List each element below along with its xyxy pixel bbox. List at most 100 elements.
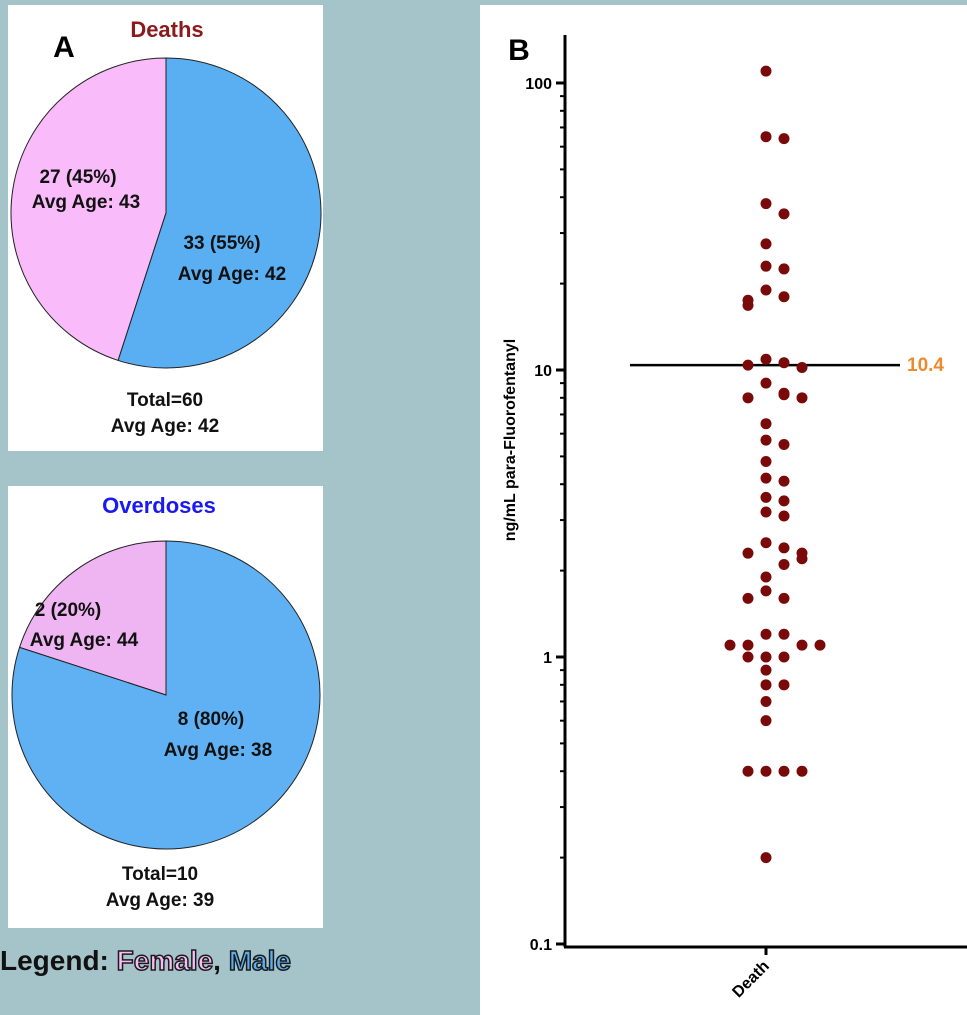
data-point [778, 475, 790, 487]
data-point [760, 664, 772, 676]
legend-prefix: Legend: [0, 945, 117, 976]
data-point [778, 542, 790, 554]
data-point [760, 472, 772, 484]
deaths-female-count: 27 (45%) [39, 167, 116, 188]
data-point [760, 765, 772, 777]
data-point [778, 592, 790, 604]
data-point [778, 651, 790, 663]
data-point [760, 455, 772, 467]
data-point [760, 418, 772, 430]
data-point [742, 592, 754, 604]
x-category-label: Death [729, 958, 772, 1001]
data-point [760, 353, 772, 365]
data-point [778, 628, 790, 640]
data-point [742, 765, 754, 777]
data-point [796, 392, 808, 404]
data-point [724, 639, 736, 651]
data-point [760, 679, 772, 691]
data-point [742, 651, 754, 663]
overdoses-female-count: 2 (20%) [35, 600, 102, 621]
data-point [796, 765, 808, 777]
data-point [778, 291, 790, 303]
data-point [760, 651, 772, 663]
overdoses-female-avg-age: Avg Age: 44 [30, 630, 139, 651]
overdoses-pie [11, 540, 321, 850]
data-point [778, 679, 790, 691]
pie-slice-male [117, 57, 322, 369]
data-point [796, 553, 808, 565]
pie-slice-female [10, 57, 167, 362]
deaths-pie-panel: A Deaths 27 (45%) Avg Age: 43 33 (55%) A… [8, 5, 323, 451]
data-point [778, 263, 790, 275]
data-point [796, 362, 808, 374]
y-axis-ticks: 0.1 1 10 100 [525, 76, 565, 954]
data-point [760, 377, 772, 389]
data-point [760, 434, 772, 446]
overdoses-title: Overdoses [102, 493, 216, 518]
overdoses-male-avg-age: Avg Age: 38 [164, 740, 272, 761]
legend: Legend: Female, Male [0, 944, 292, 977]
data-point [760, 506, 772, 518]
data-point [760, 198, 772, 210]
y-axis-title: ng/mL para-Fluorofentanyl [502, 339, 519, 541]
overdoses-total: Total=10 [122, 864, 198, 885]
data-point [778, 133, 790, 145]
data-point [760, 260, 772, 272]
deaths-avg-age: Avg Age: 42 [111, 416, 219, 437]
reference-line-label: 10.4 [907, 355, 944, 376]
data-point [778, 510, 790, 522]
data-point [760, 65, 772, 77]
data-point [760, 131, 772, 143]
data-point [760, 628, 772, 640]
data-point [760, 852, 772, 864]
data-point [760, 695, 772, 707]
deaths-total: Total=60 [127, 390, 203, 411]
deaths-female-avg-age: Avg Age: 43 [32, 192, 140, 213]
legend-male: Male [228, 944, 292, 977]
data-point [778, 389, 790, 401]
data-point [760, 284, 772, 296]
x-axis-categories: Death [729, 947, 773, 1001]
data-point [778, 357, 790, 369]
data-point [742, 639, 754, 651]
overdoses-male-count: 8 (80%) [178, 709, 245, 730]
data-point [742, 359, 754, 371]
deaths-title: Deaths [130, 17, 203, 42]
deaths-male-count: 33 (55%) [183, 233, 260, 254]
pie-slice-female [18, 540, 167, 696]
y-tick-label: 100 [525, 76, 552, 93]
y-tick-label: 10 [534, 363, 552, 380]
data-point [796, 639, 808, 651]
data-point [778, 559, 790, 571]
deaths-pie [10, 57, 322, 369]
data-point [760, 585, 772, 597]
deaths-male-avg-age: Avg Age: 42 [178, 264, 286, 285]
panel-label-b: B [508, 34, 530, 67]
data-point [778, 495, 790, 507]
data-point [760, 491, 772, 503]
concentration-scatter-panel: B ng/mL para-Fluorofentanyl 0.1 1 10 100 10… [480, 5, 967, 1015]
data-point [742, 547, 754, 559]
reference-line-group: 10.4 [630, 355, 944, 376]
panel-label-a: A [53, 31, 75, 64]
y-tick-label: 1 [543, 650, 552, 667]
data-point [760, 537, 772, 549]
data-point [760, 715, 772, 727]
legend-separator: , [213, 945, 229, 976]
overdoses-pie-chart: Overdoses 2 (20%) Avg Age: 44 8 (80%) Av… [11, 493, 321, 911]
overdoses-avg-age: Avg Age: 39 [106, 890, 214, 911]
data-point [778, 208, 790, 220]
pie-slice-male [11, 540, 321, 850]
deaths-pie-chart: A Deaths 27 (45%) Avg Age: 43 33 (55%) A… [10, 17, 322, 437]
data-points [724, 65, 826, 864]
data-point [760, 238, 772, 250]
overdoses-pie-panel: Overdoses 2 (20%) Avg Age: 44 8 (80%) Av… [8, 486, 323, 928]
data-point [742, 392, 754, 404]
data-point [760, 571, 772, 583]
y-tick-label: 0.1 [530, 937, 552, 954]
data-point [778, 439, 790, 451]
data-point [778, 765, 790, 777]
legend-female: Female [116, 944, 214, 977]
data-point [742, 299, 754, 311]
data-point [814, 639, 826, 651]
